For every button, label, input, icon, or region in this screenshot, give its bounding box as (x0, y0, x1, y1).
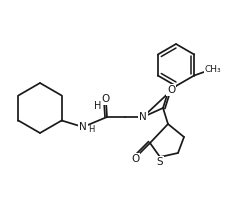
Text: O: O (101, 94, 109, 104)
Text: H: H (94, 101, 102, 111)
Text: H: H (88, 124, 94, 134)
Text: N: N (139, 112, 147, 122)
Text: O: O (167, 85, 175, 95)
Text: S: S (157, 157, 163, 167)
Text: CH₃: CH₃ (205, 65, 222, 74)
Text: O: O (131, 154, 139, 164)
Text: N: N (79, 122, 87, 132)
